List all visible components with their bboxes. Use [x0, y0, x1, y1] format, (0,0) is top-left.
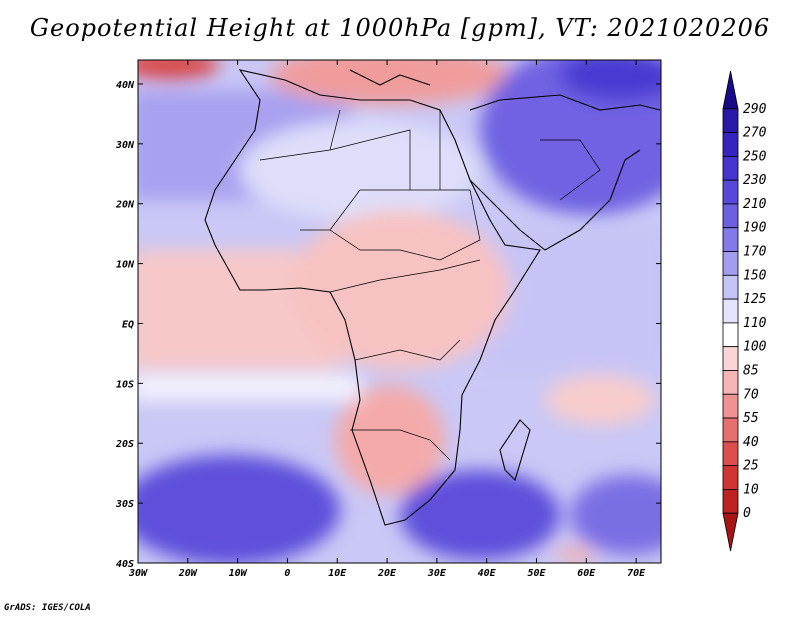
y-tick-label: 30S [115, 499, 134, 510]
colorbar-label: 170 [743, 245, 767, 260]
colorbar-arrow-bottom [722, 512, 739, 552]
colorbar-swatch [722, 465, 739, 490]
x-axis: 30W 20W 10W 0 10E 20E 30E 40E 50E 60E 70E [128, 60, 646, 579]
x-tick-label: 20W [178, 568, 198, 579]
chart-svg: 30W 20W 10W 0 10E 20E 30E 40E 50E 60E 70E 40N 30N 20… [115, 59, 767, 579]
colorbar-label: 0 [743, 506, 751, 521]
colorbar-swatch [722, 298, 739, 324]
colorbar-swatch [722, 108, 739, 133]
x-tick-label: 50E [527, 568, 546, 579]
colorbar-swatch [722, 227, 739, 252]
colorbar-label: 25 [743, 459, 759, 474]
x-tick-label: 70E [627, 568, 646, 579]
colorbar-label: 150 [743, 268, 767, 283]
colorbar-label: 290 [743, 102, 767, 117]
colorbar-label: 85 [743, 363, 759, 378]
colorbar-swatch [722, 251, 739, 276]
colorbar-swatch [722, 322, 739, 348]
y-tick-label: 30N [115, 140, 135, 151]
colorbar-swatch [722, 417, 739, 443]
y-tick-label: EQ [122, 319, 134, 330]
colorbar-label: 110 [743, 316, 767, 331]
x-tick-label: 10W [229, 568, 248, 579]
colorbar-swatch [722, 393, 739, 419]
colorbar-label: 40 [743, 435, 759, 450]
chart-title: Geopotential Height at 1000hPa [gpm], VT… [29, 14, 771, 42]
colorbar-label: 230 [743, 173, 767, 188]
x-tick-label: 0 [284, 568, 290, 579]
colorbar-label: 270 [743, 126, 767, 141]
x-tick-label: 20E [377, 568, 397, 579]
colorbar-swatch [722, 155, 739, 181]
colorbar-label: 55 [743, 411, 759, 426]
y-tick-label: 40N [116, 80, 135, 91]
plot-frame [137, 59, 662, 564]
y-tick-label: 10N [116, 260, 135, 271]
colorbar-arrow-top [722, 70, 739, 110]
colorbar-label: 250 [743, 149, 767, 164]
colorbar-swatch [722, 370, 739, 395]
y-tick-label: 20N [115, 200, 135, 211]
colorbar-swatch [722, 489, 739, 514]
colorbar-swatch [722, 346, 739, 371]
colorbar-label: 210 [743, 197, 767, 212]
map-field [138, 60, 661, 563]
colorbar-label: 190 [743, 221, 767, 236]
x-tick-label: 30W [128, 568, 148, 579]
colorbar-swatch [722, 179, 739, 205]
colorbar-swatch [722, 203, 739, 229]
y-tick-label: 20S [115, 439, 134, 450]
colorbar: 2902702502302101901701501251101008570554… [722, 70, 767, 552]
footer-credit: GrADS: IGES/COLA [4, 603, 91, 613]
colorbar-swatch [722, 274, 739, 300]
colorbar-swatch [722, 441, 739, 467]
y-tick-label: 40S [116, 559, 134, 570]
x-tick-label: 60E [577, 568, 596, 579]
colorbar-label: 70 [743, 387, 759, 402]
x-tick-label: 10E [328, 568, 347, 579]
colorbar-label: 10 [743, 482, 759, 497]
x-tick-label: 30E [427, 568, 447, 579]
y-tick-label: 10S [116, 379, 134, 390]
x-tick-label: 40E [478, 568, 497, 579]
y-axis: 40N 30N 20N 10N EQ 10S 20S 30S 40S [115, 80, 661, 570]
colorbar-label: 100 [743, 340, 767, 355]
colorbar-label: 125 [743, 292, 767, 307]
colorbar-swatch [722, 132, 739, 157]
